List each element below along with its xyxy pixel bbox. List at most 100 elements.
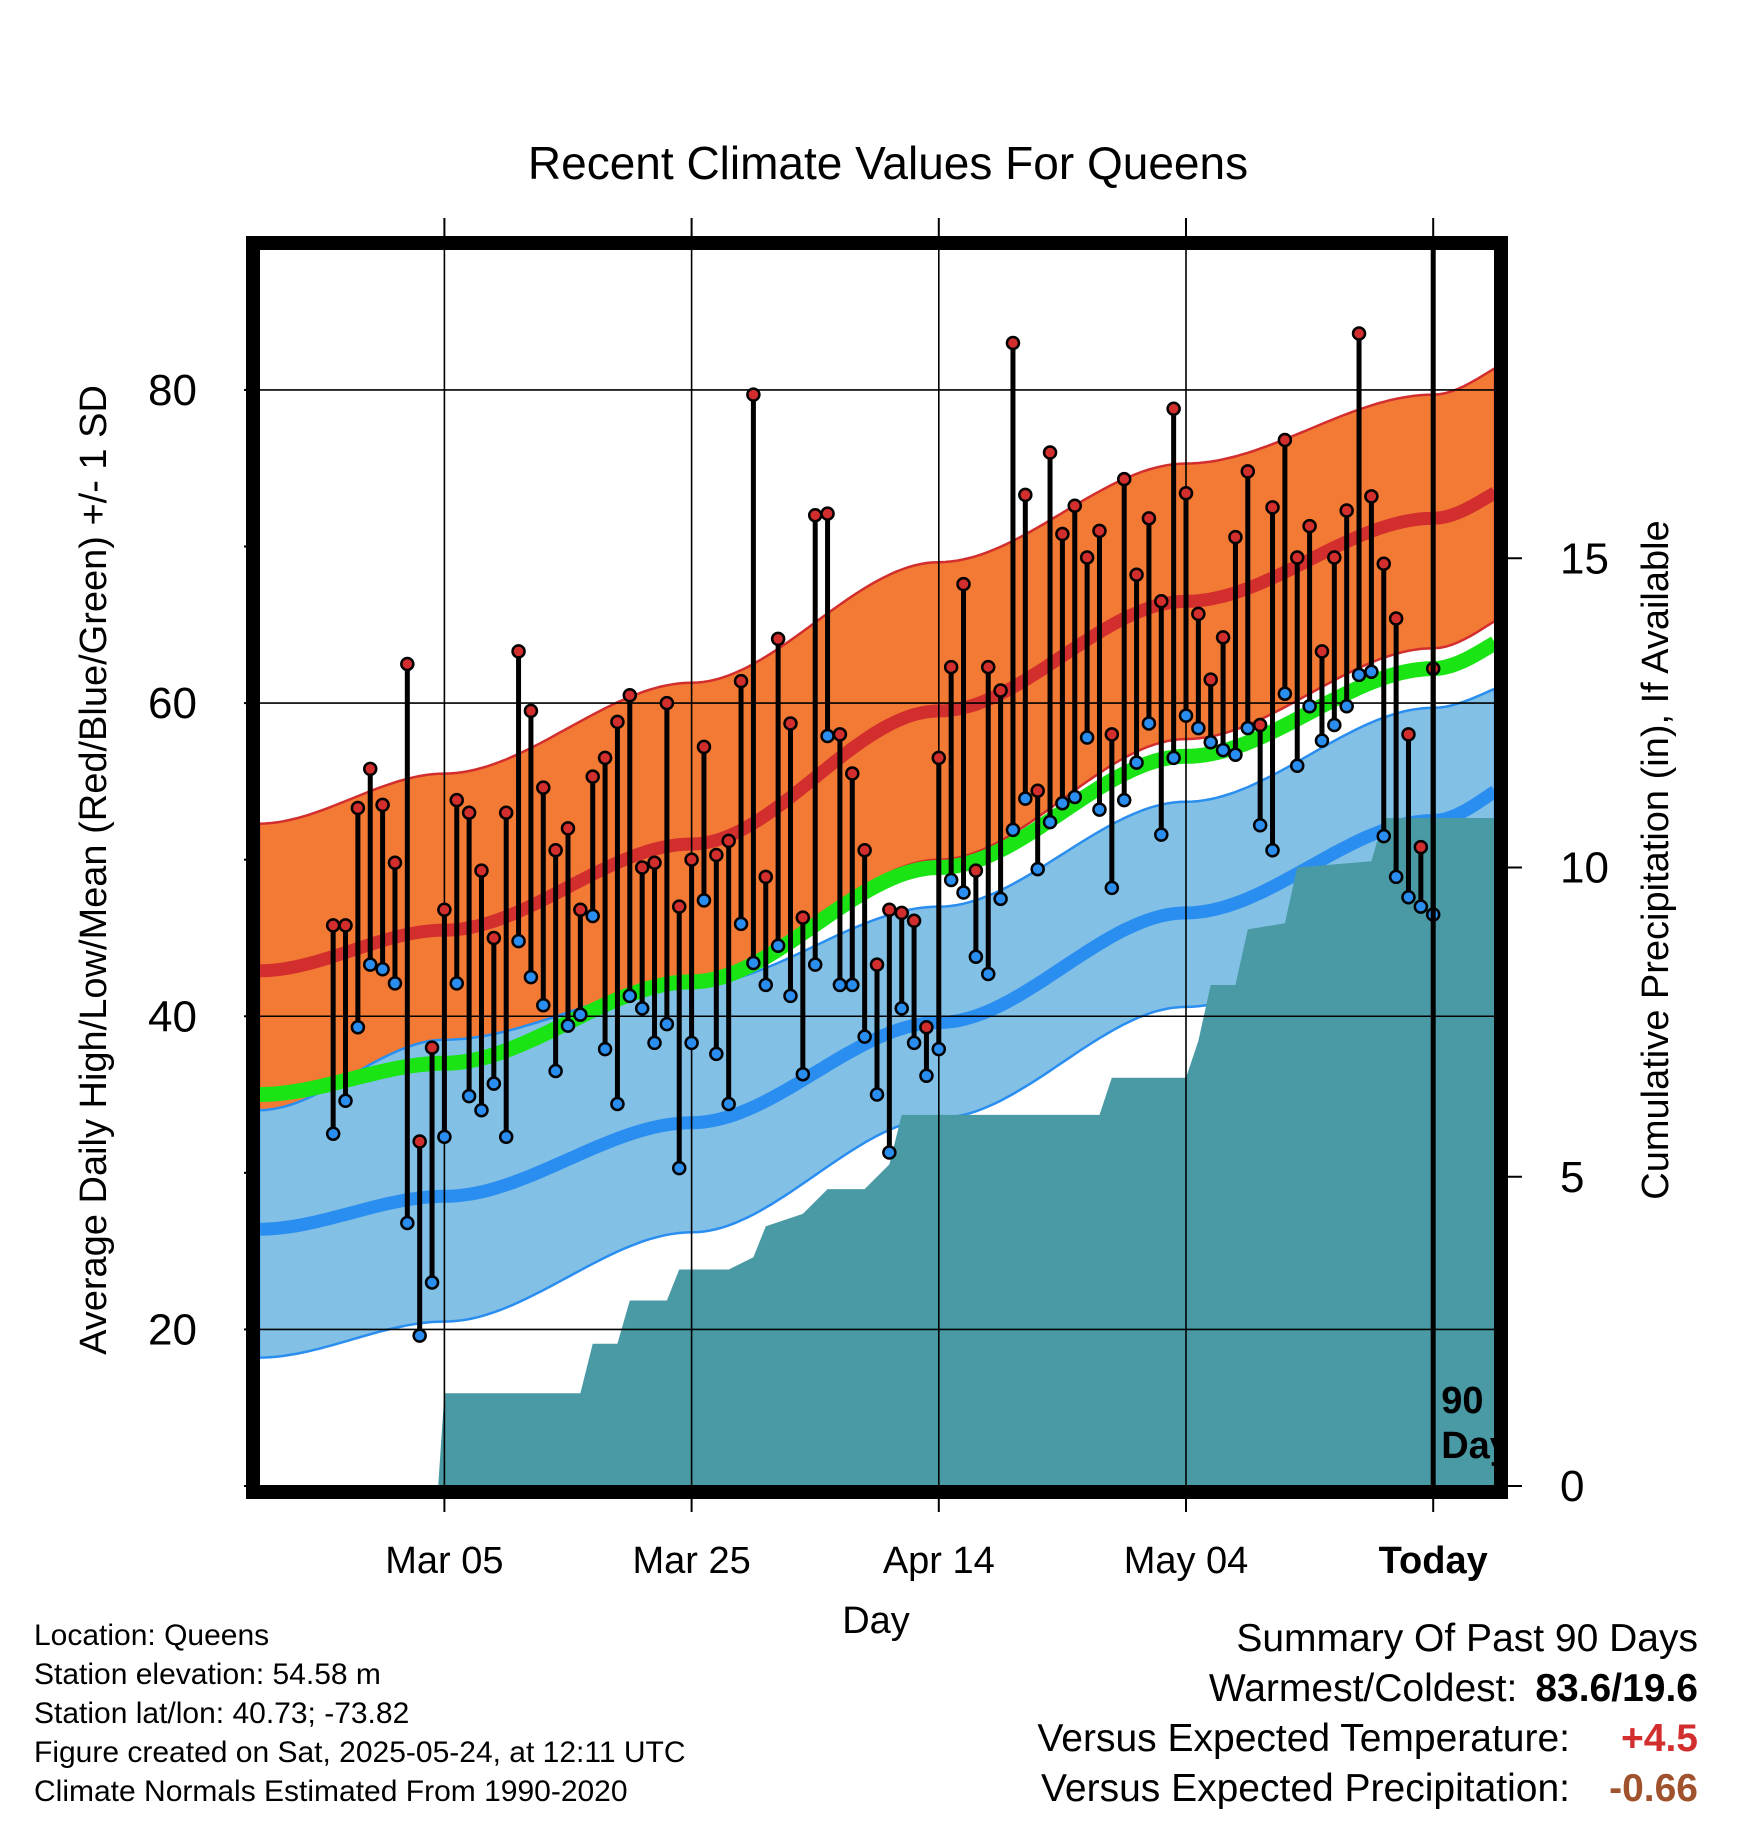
daily-high-point [523,703,539,719]
daily-high-point [1079,550,1095,565]
daily-low-point [412,1328,427,1343]
y2-tick-label: 10 [1560,844,1609,893]
daily-low-point [1314,733,1330,748]
daily-high-point [350,800,366,816]
daily-low-point [511,933,526,949]
daily-high-point [845,766,860,781]
daily-high-point [1092,523,1107,539]
daily-high-point [1203,672,1218,687]
daily-low-point [387,976,403,991]
daily-high-point [770,631,786,647]
daily-high-point [1215,630,1231,645]
y-tick-label: 40 [148,992,197,1041]
daily-low-point [1228,747,1243,763]
daily-low-point [1005,822,1021,838]
daily-low-point [845,977,860,993]
daily-high-point [906,913,922,928]
daily-high-point [1252,717,1268,733]
daily-high-point [622,688,638,703]
y-tick-label: 80 [148,366,197,415]
daily-high-point [671,899,687,914]
daily-low-point [338,1093,353,1109]
plot-area: 90 Days Mar 05 Mar 25 Apr 14 May 04 Today 20 40 6… [148,218,1609,1582]
daily-low-point [622,988,638,1004]
daily-high-point [1302,518,1317,534]
daily-low-point [1364,664,1379,680]
daily-high-point [1289,550,1305,565]
daily-high-point [1339,503,1354,518]
daily-low-point [1265,843,1280,858]
daily-high-point [758,869,774,885]
daily-high-point [993,683,1008,698]
latlon-text: Station lat/lon: 40.73; -73.82 [34,1697,410,1730]
daily-high-point [956,576,971,592]
daily-high-point [832,727,848,742]
daily-low-point [943,872,959,888]
daily-high-point [498,805,514,820]
daily-low-point [1191,720,1206,736]
daily-high-point [659,695,675,711]
daily-high-point [1413,839,1429,855]
daily-high-point [536,780,551,795]
daily-low-point [1302,698,1317,714]
daily-high-point [511,644,526,659]
daily-high-point [449,792,465,808]
y-tick-label: 60 [148,679,197,728]
x-tick-label: Mar 25 [632,1540,750,1582]
daily-high-point [1055,526,1070,542]
daily-high-point [696,739,712,755]
y-axis-label: Average Daily High/Low/Mean (Red/Blue/Gr… [73,385,115,1355]
daily-high-point [1364,489,1379,504]
daily-high-point [1116,471,1132,487]
temp-anomaly-label: Versus Expected Temperature: [1037,1717,1570,1760]
temp-anomaly-row: Versus Expected Temperature: +4.5 [1037,1714,1698,1764]
daily-high-point [1178,486,1194,501]
temp-anomaly-value: +4.5 [1621,1717,1698,1760]
daily-low-point [325,1126,341,1141]
daily-high-point [1141,511,1157,526]
daily-high-point [709,847,724,863]
daily-low-point [1203,734,1218,750]
daily-high-point [424,1040,440,1055]
daily-low-point [486,1076,502,1091]
normal-mean-line [259,636,1495,1102]
daily-low-point [980,966,996,982]
warmest-coldest-label: Warmest/Coldest: [1208,1667,1518,1710]
daily-high-point [412,1134,427,1149]
daily-high-point [968,863,984,878]
daily-low-point [709,1046,724,1062]
daily-low-point [1401,890,1416,905]
daily-high-point [894,905,909,921]
daily-low-point [585,908,600,924]
daily-high-point [1277,432,1293,448]
daily-low-point [968,949,984,965]
warmest-coldest-value: 83.6/19.6 [1535,1667,1698,1710]
daily-low-point [1141,716,1157,731]
daily-low-point [733,916,749,932]
daily-low-point [894,1001,909,1016]
daily-high-point [1401,727,1416,742]
daily-low-point [610,1096,625,1112]
daily-high-point [387,855,403,871]
daily-high-point [1104,727,1120,742]
daily-low-point [1166,750,1181,766]
daily-high-point [795,910,811,925]
daily-high-point [1154,594,1169,609]
daily-low-point [634,1001,650,1016]
daily-high-point [1129,567,1144,582]
daily-high-point [1191,606,1206,622]
summary-heading: Summary Of Past 90 Days [1236,1617,1698,1660]
daily-low-point [461,1088,477,1104]
precip-anomaly-row: Versus Expected Precipitation: -0.66 [1037,1764,1698,1814]
daily-high-point [980,659,996,675]
daily-high-point [647,855,662,871]
daily-low-point [1116,792,1132,808]
chart-title: Recent Climate Values For Queens [528,137,1248,189]
plot-frame [246,236,1508,1499]
elevation-text: Station elevation: 54.58 m [34,1658,381,1691]
daily-high-point [1042,445,1058,460]
daily-high-point [746,387,761,402]
daily-low-point [400,1215,415,1231]
daily-low-point [1376,828,1392,844]
